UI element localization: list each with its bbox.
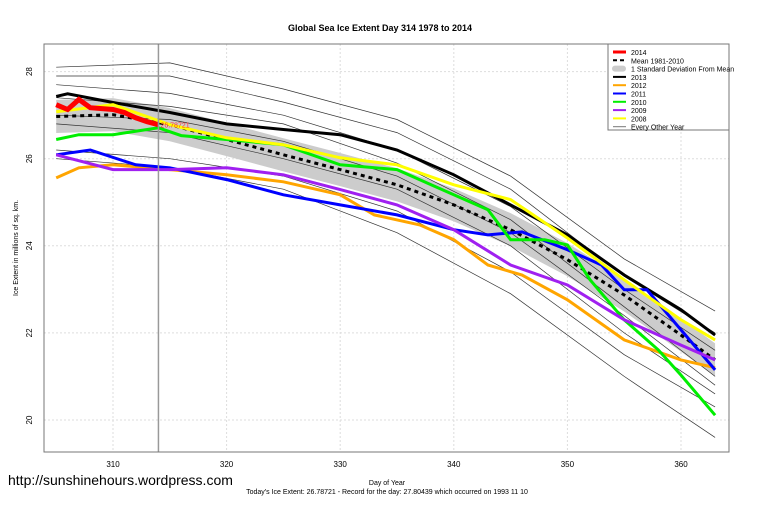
other-year-line	[56, 149, 716, 408]
y-tick-label: 28	[25, 67, 34, 76]
y-tick-label: 24	[25, 241, 34, 250]
y-tick-label: 26	[25, 154, 34, 163]
x-tick-label: 330	[334, 460, 348, 469]
legend-label: 2011	[631, 92, 646, 99]
x-tick-label: 350	[561, 460, 575, 469]
series-line-2008	[56, 103, 716, 342]
other-year-line	[56, 62, 716, 312]
legend-label: 1 Standard Deviation From Mean	[631, 67, 734, 74]
std-dev-band	[56, 98, 716, 377]
series-line-2013	[55, 92, 716, 337]
series-line-2009	[55, 153, 716, 362]
x-tick-label: 310	[106, 460, 120, 469]
current-value-label: 26.78721	[160, 123, 189, 130]
legend-swatch	[612, 65, 626, 72]
footer-text: Today's Ice Extent: 26.78721 - Record fo…	[246, 489, 528, 496]
x-tick-label: 320	[220, 460, 234, 469]
legend-label: 2014	[631, 50, 647, 57]
mean-line	[56, 113, 716, 362]
plot-frame	[43, 43, 730, 453]
chart-title: Global Sea Ice Extent Day 314 1978 to 20…	[288, 23, 472, 33]
legend-label: 2008	[631, 116, 647, 123]
x-tick-label: 340	[447, 460, 461, 469]
x-axis-label: Day of Year	[369, 480, 406, 487]
series-line-2012	[55, 163, 716, 370]
legend-label: 2013	[631, 75, 647, 82]
legend-label: 2012	[631, 83, 647, 90]
x-tick-label: 360	[674, 460, 688, 469]
legend-label: 2010	[631, 100, 647, 107]
y-tick-label: 20	[25, 415, 34, 424]
legend-label: Every Other Year	[631, 125, 685, 132]
other-year-line	[56, 97, 716, 377]
y-axis-label: Ice Extent in millions of sq. km.	[13, 200, 20, 296]
other-year-line	[56, 114, 716, 386]
legend-label: Mean 1981-2010	[631, 58, 684, 65]
y-tick-label: 22	[25, 328, 34, 337]
watermark-url: http://sunshinehours.wordpress.com	[8, 472, 233, 488]
legend-label: 2009	[631, 108, 647, 115]
legend-box	[607, 43, 730, 131]
series-line-2010	[55, 126, 717, 417]
series-line-2014	[55, 96, 160, 128]
